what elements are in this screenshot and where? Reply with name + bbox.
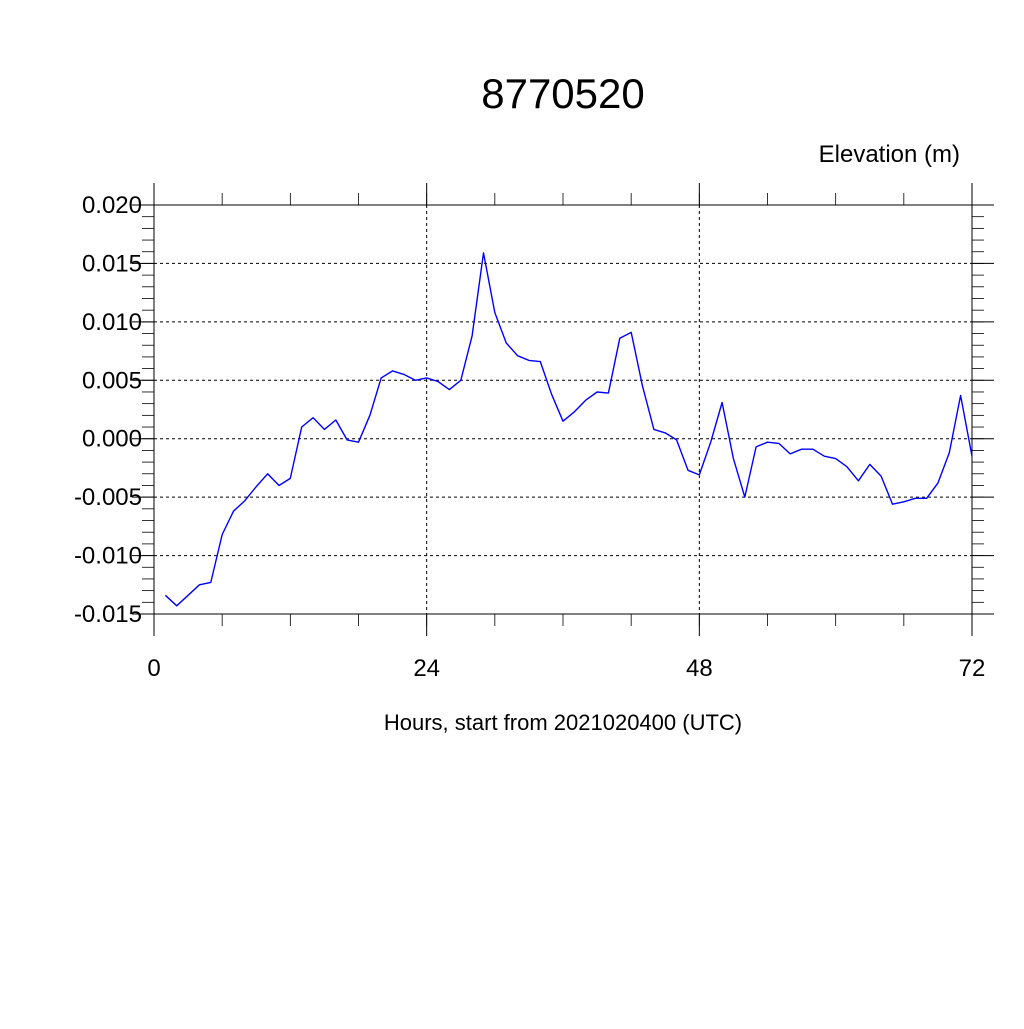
x-tick-label: 72 (959, 655, 986, 682)
x-axis-title: Hours, start from 2021020400 (UTC) (384, 710, 742, 735)
plot-frame (153, 204, 973, 615)
x-tick-label: 0 (147, 655, 160, 682)
series-line (164, 252, 973, 607)
axis-ticks (132, 183, 994, 636)
series-layer (164, 252, 973, 607)
y-tick-label: -0.010 (74, 543, 142, 570)
grid-lines (153, 204, 973, 615)
tick-labels: -0.015 -0.010 -0.005 0.000 0.005 0.010 0.015 0.… (74, 192, 985, 682)
y-tick-label: -0.005 (74, 484, 142, 511)
y-axis-unit-label: Elevation (m) (819, 141, 960, 168)
y-tick-label: 0.010 (82, 309, 142, 336)
chart-title: 8770520 (481, 70, 645, 117)
y-tick-label: 0.005 (82, 367, 142, 394)
y-tick-label: 0.000 (82, 426, 142, 453)
y-tick-label: -0.015 (74, 601, 142, 628)
x-tick-label: 24 (413, 655, 440, 682)
x-tick-label: 48 (686, 655, 713, 682)
y-tick-label: 0.020 (82, 192, 142, 219)
y-tick-label: 0.015 (82, 250, 142, 277)
